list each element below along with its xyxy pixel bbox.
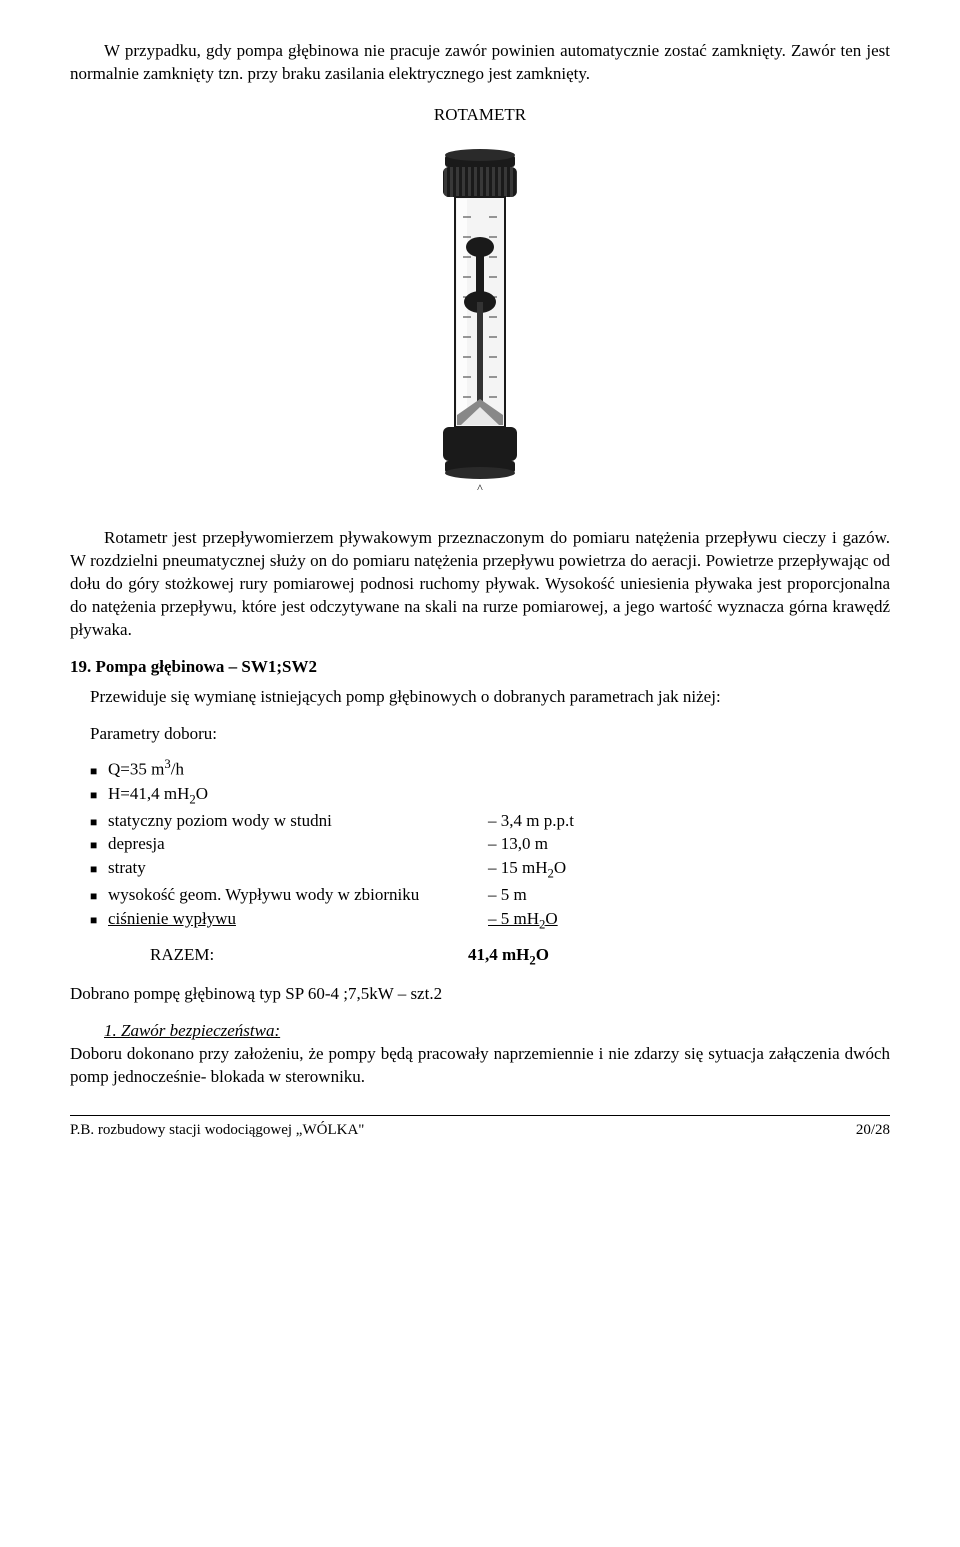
section-19-intro: Przewiduje się wymianę istniejących pomp…	[70, 686, 890, 709]
param-row: ■straty– 15 mH2O	[90, 857, 890, 883]
param-value: – 3,4 m p.p.t	[488, 810, 574, 833]
intro-paragraph: W przypadku, gdy pompa głębinowa nie pra…	[70, 40, 890, 86]
param-label: straty	[108, 857, 488, 880]
param-row: ■statyczny poziom wody w studni– 3,4 m p…	[90, 810, 890, 833]
footer-rule	[70, 1115, 890, 1116]
param-row: ■H=41,4 mH2O	[90, 783, 890, 809]
sub-1-text: Doboru dokonano przy założeniu, że pompy…	[70, 1043, 890, 1089]
bullet-icon: ■	[90, 765, 108, 777]
pump-selection: Dobrano pompę głębinową typ SP 60-4 ;7,5…	[70, 983, 890, 1006]
param-label: depresja	[108, 833, 488, 856]
param-label: H=41,4 mH2O	[108, 783, 208, 809]
param-row: ■ciśnienie wypływu– 5 mH2O	[90, 908, 890, 934]
param-row: ■depresja– 13,0 m	[90, 833, 890, 856]
footer-right: 20/28	[856, 1120, 890, 1140]
param-label: ciśnienie wypływu	[108, 908, 488, 931]
param-value: – 5 m	[488, 884, 527, 907]
bullet-icon: ■	[90, 914, 108, 926]
page-footer: P.B. rozbudowy stacji wodociągowej „WÓLK…	[70, 1120, 890, 1140]
bullet-icon: ■	[90, 816, 108, 828]
params-header: Parametry doboru:	[70, 723, 890, 746]
param-row: ■Q=35 m3/h	[90, 756, 890, 782]
param-label: statyczny poziom wody w studni	[108, 810, 488, 833]
razem-label: RAZEM:	[150, 944, 468, 970]
param-label: wysokość geom. Wypływu wody w zbiorniku	[108, 884, 488, 907]
bullet-icon: ■	[90, 789, 108, 801]
rotametr-heading: ROTAMETR	[70, 104, 890, 127]
footer-left: P.B. rozbudowy stacji wodociągowej „WÓLK…	[70, 1120, 364, 1140]
param-value: – 13,0 m	[488, 833, 548, 856]
param-value: – 5 mH2O	[488, 908, 558, 934]
razem-value: 41,4 mH2O	[468, 944, 549, 970]
rotametr-description: Rotametr jest przepływomierzem pływakowy…	[70, 527, 890, 642]
param-label: Q=35 m3/h	[108, 756, 184, 782]
bullet-icon: ■	[90, 839, 108, 851]
bullet-icon: ■	[90, 890, 108, 902]
params-list: ■Q=35 m3/h■H=41,4 mH2O■statyczny poziom …	[70, 756, 890, 933]
razem-row: RAZEM: 41,4 mH2O	[70, 944, 890, 970]
rotametr-figure: ^	[70, 147, 890, 497]
section-19-title: 19. Pompa głębinowa – SW1;SW2	[70, 656, 890, 679]
svg-text:^: ^	[477, 481, 483, 495]
rotametr-illustration: ^	[405, 147, 555, 497]
sub-1-title: 1. Zawór bezpieczeństwa:	[70, 1020, 890, 1043]
bullet-icon: ■	[90, 863, 108, 875]
param-value: – 15 mH2O	[488, 857, 566, 883]
param-row: ■wysokość geom. Wypływu wody w zbiorniku…	[90, 884, 890, 907]
